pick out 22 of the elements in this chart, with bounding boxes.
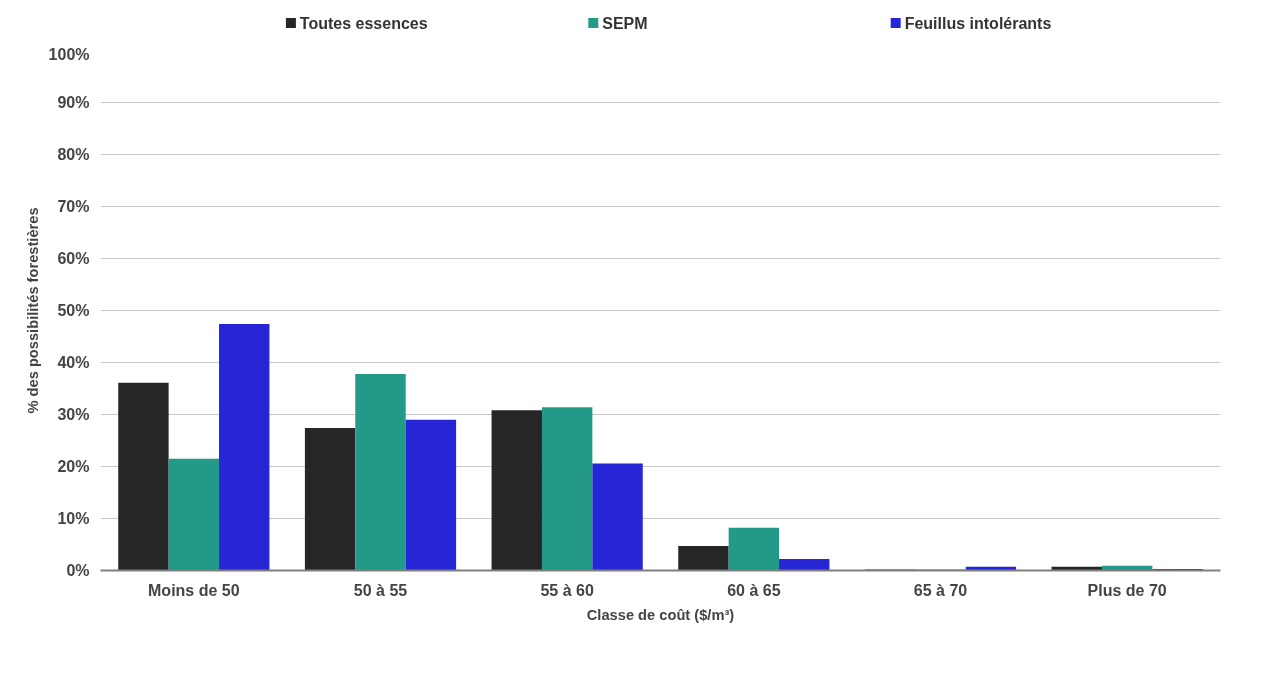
y-tick-label: 0% xyxy=(66,562,90,579)
x-axis-title: Classe de coût ($/m³) xyxy=(586,606,735,623)
x-tick-label: 50 à 55 xyxy=(353,581,408,599)
y-tick-label: 70% xyxy=(57,198,90,215)
y-tick-label: 80% xyxy=(57,146,90,163)
y-tick-label: 20% xyxy=(57,458,90,475)
x-tick-label: Moins de 50 xyxy=(148,581,240,599)
legend-label: Toutes essences xyxy=(299,14,428,32)
x-tick-label: 65 à 70 xyxy=(913,581,968,599)
x-tick-label: 60 à 65 xyxy=(727,581,781,599)
y-tick-label: 90% xyxy=(57,94,90,111)
y-tick-label: 50% xyxy=(57,302,90,319)
y-tick-label: 10% xyxy=(57,510,90,527)
x-tick-label: 55 à 60 xyxy=(540,581,594,599)
y-tick-label: 30% xyxy=(57,406,90,423)
legend-label: SEPM xyxy=(602,14,648,32)
y-tick-label: 60% xyxy=(57,250,90,267)
y-axis-title: % des possibilités forestières xyxy=(24,207,41,414)
y-tick-label: 40% xyxy=(57,354,90,371)
x-tick-label: Plus de 70 xyxy=(1087,581,1167,599)
legend-label: Feuillus intolérants xyxy=(904,14,1052,32)
y-tick-label: 100% xyxy=(48,45,90,63)
